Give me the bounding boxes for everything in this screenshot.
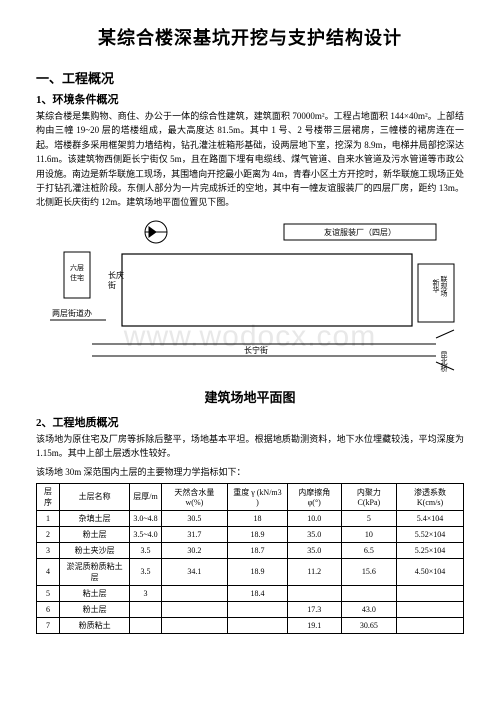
west-bldg-label: 六层 xyxy=(70,263,84,272)
south-street-label: 长宁街 xyxy=(244,345,268,355)
table-header: 层序 xyxy=(37,483,60,510)
table-header: 重度 γ (kN/m3 ) xyxy=(228,483,288,510)
table-cell: 18.4 xyxy=(228,585,288,601)
table-cell: 4.50×104 xyxy=(397,558,464,585)
sub-heading-2: 2、工程地质概况 xyxy=(36,414,464,430)
table-cell: 2 xyxy=(37,526,60,542)
sub-heading-1: 1、环境条件概况 xyxy=(36,91,464,107)
table-cell xyxy=(161,601,227,617)
table-cell: 粉土夹沙层 xyxy=(59,542,129,558)
table-header: 渗透系数 K(cm/s) xyxy=(397,483,464,510)
table-cell xyxy=(130,617,161,633)
table-cell: 30.65 xyxy=(341,617,396,633)
table-cell: 杂填土层 xyxy=(59,510,129,526)
table-cell: 6.5 xyxy=(341,542,396,558)
table-cell: 43.0 xyxy=(341,601,396,617)
paragraph-2b: 该场地 30m 深范围内土层的主要物理力学指标如下： xyxy=(36,465,464,479)
east-site-label: 新华 xyxy=(432,278,440,294)
table-cell: 5 xyxy=(37,585,60,601)
table-cell: 粉土层 xyxy=(59,601,129,617)
section-heading: 一、工程概况 xyxy=(36,68,464,87)
table-cell: 5.52×104 xyxy=(397,526,464,542)
factory-label: 友谊服装厂（四层） xyxy=(324,227,396,237)
table-cell xyxy=(228,617,288,633)
table-cell: 30.5 xyxy=(161,510,227,526)
table-cell: 4 xyxy=(37,558,60,585)
table-cell: 10.0 xyxy=(287,510,341,526)
table-cell: 3.5 xyxy=(130,558,161,585)
table-cell: 35.0 xyxy=(287,542,341,558)
table-cell: 35.0 xyxy=(287,526,341,542)
page: 某综合楼深基坑开挖与支护结构设计 一、工程概况 1、环境条件概况 某综合楼是集购… xyxy=(0,0,500,658)
table-cell xyxy=(397,601,464,617)
table-cell: 7 xyxy=(37,617,60,633)
table-cell: 30.2 xyxy=(161,542,227,558)
table-cell: 3 xyxy=(37,542,60,558)
left-street-label: 两层街道办 xyxy=(52,308,92,318)
table-cell xyxy=(228,601,288,617)
table-cell: 17.3 xyxy=(287,601,341,617)
table-cell: 粉质粘土 xyxy=(59,617,129,633)
table-cell: 3 xyxy=(130,585,161,601)
table-cell: 10 xyxy=(341,526,396,542)
table-header: 内摩擦角 φ(°) xyxy=(287,483,341,510)
table-row: 6粉土层 17.343.0 xyxy=(37,601,464,617)
svg-text:住宅: 住宅 xyxy=(70,273,84,282)
table-row: 3粉土夹沙层3.530.218.735.06.55.25×104 xyxy=(37,542,464,558)
table-cell: 3.5~4.0 xyxy=(130,526,161,542)
table-cell: 18 xyxy=(228,510,288,526)
table-header: 层厚/m xyxy=(130,483,161,510)
table-cell xyxy=(397,617,464,633)
table-cell: 18.7 xyxy=(228,542,288,558)
paragraph-1: 某综合楼是集购物、商住、办公于一体的综合性建筑，建筑面积 70000m²。工程占… xyxy=(36,109,464,210)
table-row: 1杂填土层3.0~4.830.51810.055.4×104 xyxy=(37,510,464,526)
table-row: 2粉土层3.5~4.031.718.935.0105.52×104 xyxy=(37,526,464,542)
north-street-label: 长庆 xyxy=(108,270,124,280)
table-cell: 粉土层 xyxy=(59,526,129,542)
table-cell xyxy=(397,585,464,601)
table-row: 5粘土层3 18.4 xyxy=(37,585,464,601)
page-title: 某综合楼深基坑开挖与支护结构设计 xyxy=(36,24,464,50)
table-cell: 6 xyxy=(37,601,60,617)
table-cell: 粘土层 xyxy=(59,585,129,601)
table-cell: 34.1 xyxy=(161,558,227,585)
table-cell: 5.4×104 xyxy=(397,510,464,526)
site-plan-diagram: 友谊服装厂（四层） 六层 住宅 新华 联现场 长庆 街 两层街道办 长宁街 昆北… xyxy=(36,216,464,381)
table-cell xyxy=(341,585,396,601)
table-cell xyxy=(161,617,227,633)
table-cell xyxy=(287,585,341,601)
table-row: 7粉质粘土 19.130.65 xyxy=(37,617,464,633)
svg-text:联现场: 联现场 xyxy=(440,274,448,297)
svg-text:街: 街 xyxy=(108,280,116,290)
bridge-label: 昆北桥 xyxy=(440,351,448,373)
soil-table: 层序土层名称层厚/m天然含水量 w(%)重度 γ (kN/m3 )内摩擦角 φ(… xyxy=(36,483,464,634)
table-cell: 18.9 xyxy=(228,558,288,585)
table-cell: 3.5 xyxy=(130,542,161,558)
table-cell: 1 xyxy=(37,510,60,526)
table-header: 内聚力 C(kPa) xyxy=(341,483,396,510)
table-cell: 11.2 xyxy=(287,558,341,585)
paragraph-2a: 该场地为原住宅及厂房等拆除后整平，场地基本平坦。根据地质勘测资料，地下水位埋藏较… xyxy=(36,432,464,461)
table-cell: 18.9 xyxy=(228,526,288,542)
table-row: 4淤泥质粉质粘土层3.534.118.911.215.64.50×104 xyxy=(37,558,464,585)
table-cell: 5.25×104 xyxy=(397,542,464,558)
table-cell xyxy=(161,585,227,601)
table-cell: 淤泥质粉质粘土层 xyxy=(59,558,129,585)
diagram-caption: 建筑场地平面图 xyxy=(36,387,464,406)
table-header: 天然含水量 w(%) xyxy=(161,483,227,510)
table-cell: 31.7 xyxy=(161,526,227,542)
table-cell: 5 xyxy=(341,510,396,526)
table-header: 土层名称 xyxy=(59,483,129,510)
table-cell: 3.0~4.8 xyxy=(130,510,161,526)
table-cell: 15.6 xyxy=(341,558,396,585)
table-cell: 19.1 xyxy=(287,617,341,633)
table-cell xyxy=(130,601,161,617)
